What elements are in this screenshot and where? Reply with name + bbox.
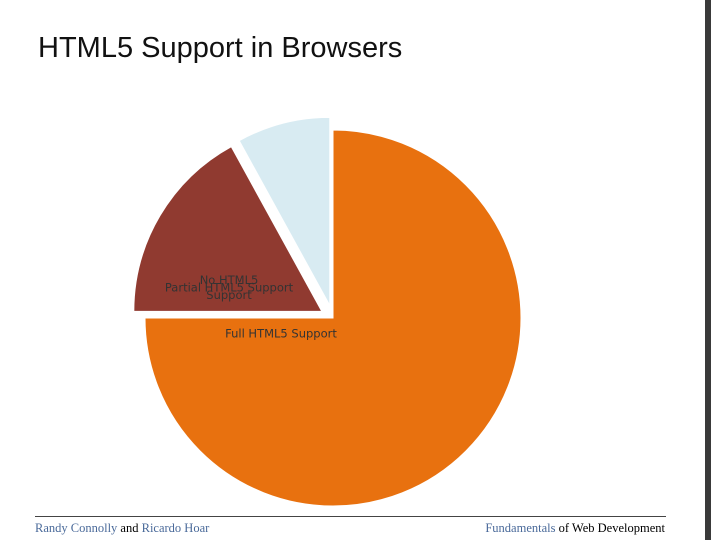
pie-slice bbox=[238, 116, 331, 306]
book-title: of Web Development bbox=[558, 521, 665, 535]
footer-connector: and bbox=[120, 521, 139, 535]
pie-slice bbox=[133, 145, 323, 312]
author: Randy Connolly bbox=[35, 521, 118, 535]
slice-label: No HTML5 Support bbox=[199, 273, 259, 302]
footer-left: Randy Connolly and Ricardo Hoar bbox=[35, 521, 209, 536]
pie-slice bbox=[144, 129, 522, 507]
footer-right: Fundamentals of Web Development bbox=[485, 521, 665, 536]
author: Ricardo Hoar bbox=[141, 521, 210, 535]
book-title: Fundamentals bbox=[485, 521, 556, 535]
footer-rule bbox=[35, 516, 666, 517]
slice-label: Partial HTML5 Support bbox=[164, 280, 294, 295]
slide-title: HTML5 Support in Browsers bbox=[38, 32, 403, 64]
slice-label: Full HTML5 Support bbox=[225, 326, 337, 341]
edge-bar bbox=[705, 0, 711, 540]
